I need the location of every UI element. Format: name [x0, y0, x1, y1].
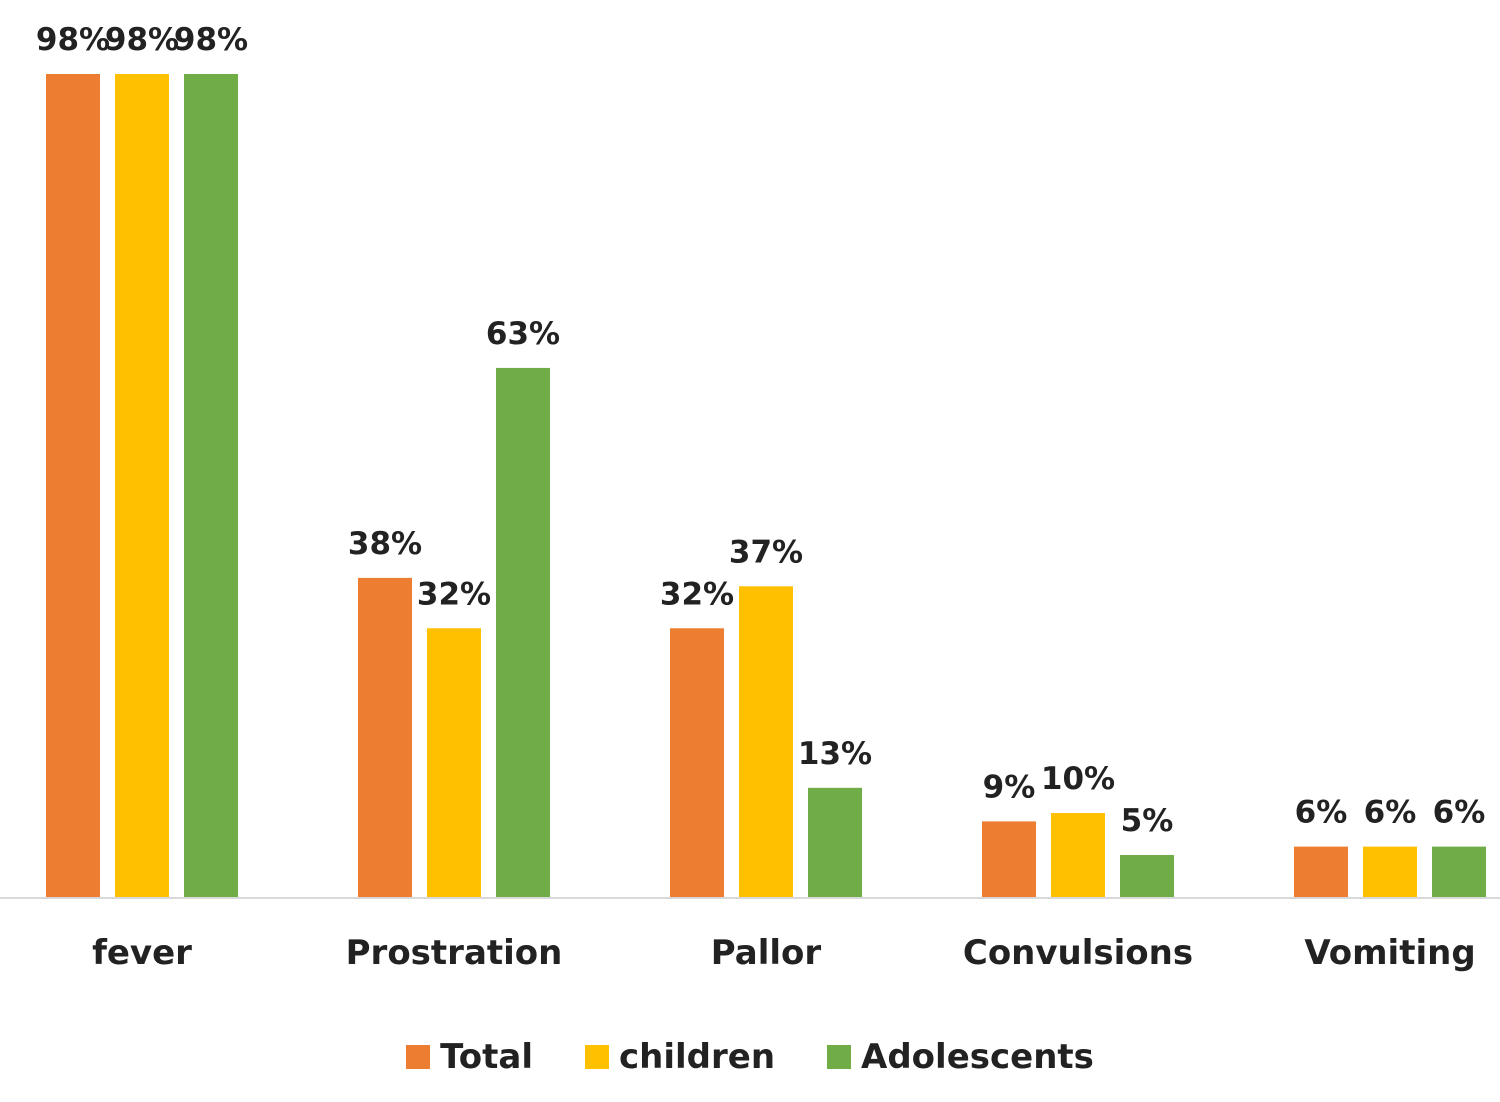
- legend-label-children: children: [618, 1037, 776, 1077]
- value-label-vomiting-children: 6%: [1364, 795, 1417, 831]
- bar-fever-children: [115, 74, 169, 897]
- value-label-pallor-adolescents: 13%: [798, 736, 872, 772]
- legend-label-total: Total: [440, 1037, 533, 1077]
- legend-item-total: Total: [406, 1037, 533, 1077]
- value-label-convulsions-adolescents: 5%: [1121, 803, 1174, 839]
- category-labels-group: fever Prostration Pallor Convulsions Vomitin…: [92, 933, 1476, 973]
- value-labels-group: 98%98%98%38%32%63%32%37%13%9% 10%5% 6% 6% 6%: [36, 22, 1485, 839]
- value-label-fever-adolescents: 98%: [174, 22, 248, 58]
- bars-group: [46, 74, 1486, 897]
- bar-prostration-total: [358, 577, 412, 897]
- bar-convulsions-adolescents: [1120, 855, 1174, 897]
- bar-pallor-adolescents: [808, 787, 862, 897]
- value-label-convulsions-children: 10%: [1041, 761, 1115, 797]
- value-label-prostration-children: 32%: [417, 576, 491, 612]
- legend-label-adolescents: Adolescents: [861, 1037, 1094, 1077]
- legend: Total children Adolescents: [0, 1032, 1500, 1082]
- value-label-pallor-total: 32%: [660, 576, 734, 612]
- value-label-pallor-children: 37%: [729, 534, 803, 570]
- legend-swatch-total: [406, 1045, 431, 1069]
- legend-swatch-children: [584, 1045, 609, 1069]
- legend-item-adolescents: Adolescents: [827, 1037, 1094, 1077]
- legend-item-children: children: [584, 1037, 776, 1077]
- category-label-pallor: Pallor: [711, 933, 822, 973]
- bar-prostration-children: [427, 628, 481, 897]
- bar-pallor-children: [739, 586, 793, 897]
- bar-fever-adolescents: [184, 74, 238, 897]
- bar-fever-total: [46, 74, 100, 897]
- value-label-fever-children: 98%: [105, 22, 179, 58]
- category-label-fever: fever: [92, 933, 192, 973]
- value-label-prostration-total: 38%: [348, 526, 422, 562]
- bar-convulsions-children: [1051, 813, 1105, 897]
- bar-vomiting-adolescents: [1432, 846, 1486, 897]
- category-label-convulsions: Convulsions: [963, 933, 1193, 973]
- bar-prostration-adolescents: [496, 367, 550, 897]
- bar-vomiting-total: [1294, 846, 1348, 897]
- category-label-vomiting: Vomiting: [1304, 933, 1475, 973]
- value-label-fever-total: 98%: [36, 22, 110, 58]
- bar-pallor-total: [670, 628, 724, 897]
- bar-chart: 98%98%98%38%32%63%32%37%13%9% 10%5% 6% 6% 6%…: [0, 22, 1500, 973]
- bar-vomiting-children: [1363, 846, 1417, 897]
- category-label-prostration: Prostration: [346, 933, 563, 973]
- value-label-vomiting-adolescents: 6%: [1433, 795, 1486, 831]
- legend-swatch-adolescents: [827, 1045, 852, 1069]
- value-label-convulsions-total: 9%: [983, 769, 1036, 805]
- bar-convulsions-total: [982, 821, 1036, 897]
- value-label-vomiting-total: 6%: [1295, 795, 1348, 831]
- value-label-prostration-adolescents: 63%: [486, 316, 560, 352]
